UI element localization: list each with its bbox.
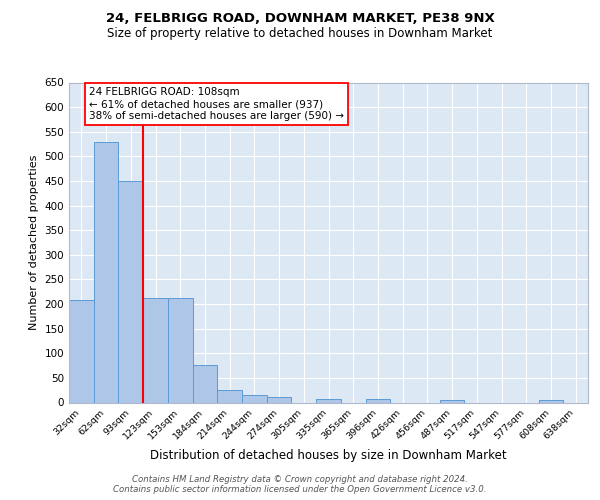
Bar (69, 300, 94, 402)
Bar (365, 398, 390, 402)
Bar (118, 181, 143, 402)
Bar (440, 400, 464, 402)
Text: 24, FELBRIGG ROAD, DOWNHAM MARKET, PE38 9NX: 24, FELBRIGG ROAD, DOWNHAM MARKET, PE38 … (106, 12, 494, 26)
Text: Contains public sector information licensed under the Open Government Licence v3: Contains public sector information licen… (113, 485, 487, 494)
Bar (539, 400, 563, 402)
Bar (143, 298, 168, 403)
Bar (193, 364, 217, 403)
Bar (316, 398, 341, 402)
Y-axis label: Number of detached properties: Number of detached properties (29, 155, 39, 330)
X-axis label: Distribution of detached houses by size in Downham Market: Distribution of detached houses by size … (150, 450, 507, 462)
Bar (267, 396, 292, 402)
Text: 24 FELBRIGG ROAD: 108sqm
← 61% of detached houses are smaller (937)
38% of semi-: 24 FELBRIGG ROAD: 108sqm ← 61% of detach… (89, 88, 344, 120)
Bar (217, 390, 242, 402)
Bar (168, 298, 193, 403)
Bar (242, 395, 267, 402)
Bar (94, 142, 118, 402)
Text: Size of property relative to detached houses in Downham Market: Size of property relative to detached ho… (107, 28, 493, 40)
Text: Contains HM Land Registry data © Crown copyright and database right 2024.: Contains HM Land Registry data © Crown c… (132, 475, 468, 484)
